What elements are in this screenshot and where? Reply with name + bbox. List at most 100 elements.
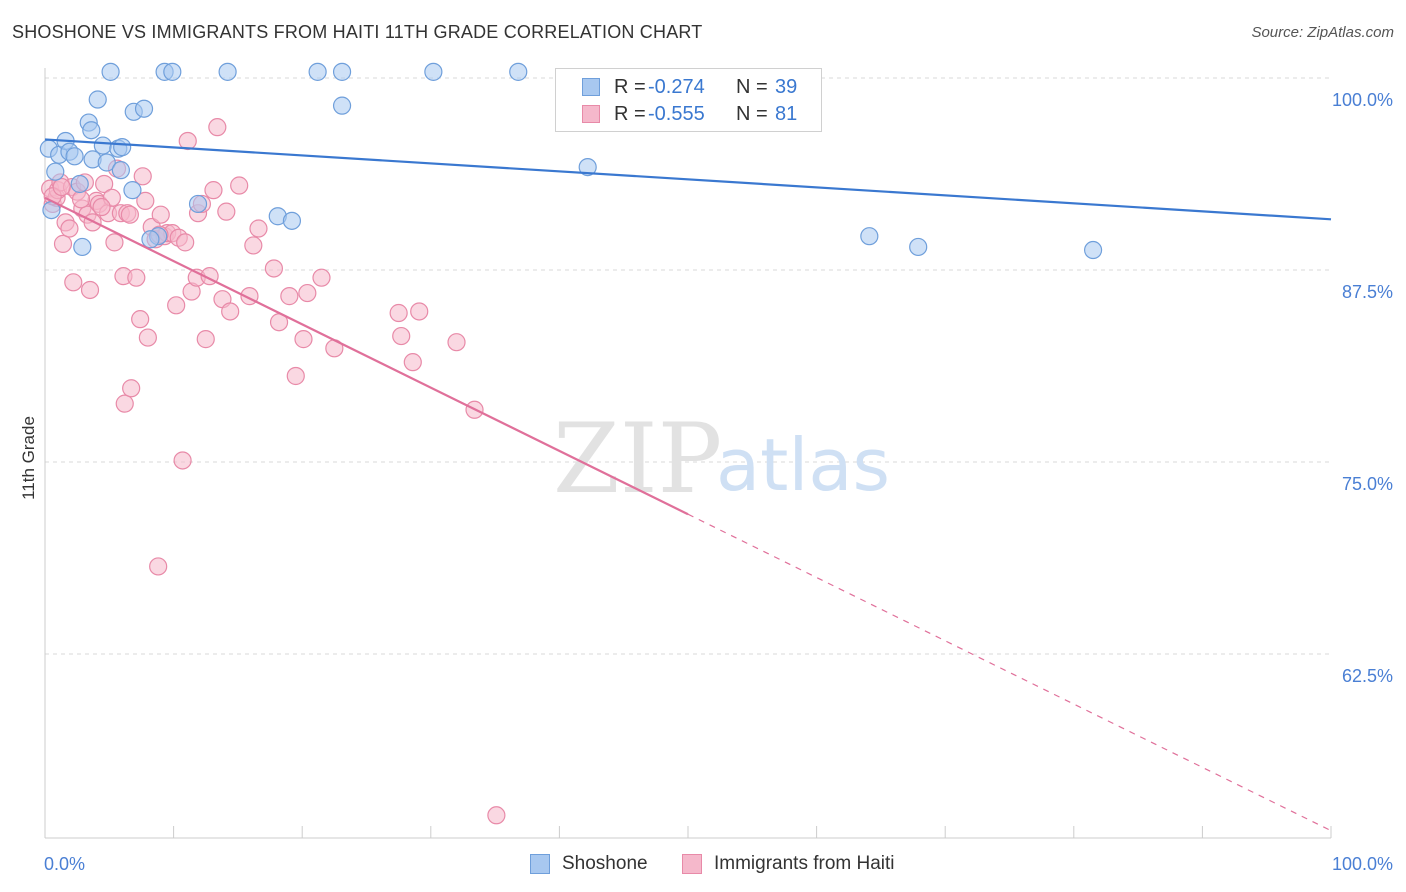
x-tick-label-left: 0.0%: [44, 854, 85, 874]
haiti-point: [71, 190, 91, 209]
shoshone-point: [332, 96, 352, 115]
legend-n-label: N =: [736, 103, 768, 125]
haiti-point: [178, 131, 197, 151]
haiti-point: [221, 302, 240, 321]
haiti-point: [115, 394, 134, 413]
watermark-atlas: atlas: [716, 423, 890, 507]
axis-labels: 100.0% 87.5% 75.0% 62.5% 0.0% 100.0% 11th Grad…: [19, 90, 1393, 874]
shoshone-point: [163, 62, 182, 81]
x-tick-label-right: 100.0%: [1332, 854, 1393, 874]
y-tick-label: 100.0%: [1332, 90, 1393, 110]
y-tick-label: 62.5%: [1342, 666, 1393, 686]
haiti-point: [312, 268, 331, 287]
chart-title: SHOSHONE VS IMMIGRANTS FROM HAITI 11TH G…: [12, 22, 703, 42]
haiti-point: [92, 197, 111, 217]
data-points: [39, 62, 1103, 825]
haiti-point: [204, 181, 223, 200]
legend-r-label: R =: [614, 76, 646, 98]
legend-row-shoshone: R = -0.274 N = 39: [556, 74, 821, 100]
haiti-point: [410, 302, 429, 321]
haiti-point: [95, 174, 114, 194]
gridlines: [45, 77, 1331, 655]
haiti-point: [208, 118, 227, 137]
legend-r-value: -0.274: [648, 76, 705, 98]
haiti-point: [487, 806, 506, 825]
haiti-trend-line: [44, 196, 689, 516]
legend-r-label: R =: [614, 103, 646, 125]
shoshone-point: [282, 211, 302, 230]
trend-lines: [44, 138, 1332, 832]
shoshone-point: [46, 162, 65, 181]
y-tick-label: 87.5%: [1342, 282, 1393, 302]
haiti-point: [64, 273, 83, 292]
shoshone-point: [218, 62, 237, 81]
source-credit: Source: ZipAtlas.com: [1251, 24, 1394, 41]
series-legend-label: Immigrants from Haiti: [714, 853, 895, 874]
stats-legend: R = -0.274 N = 39 R = -0.555 N = 81: [555, 68, 822, 132]
shoshone-point: [578, 157, 597, 177]
haiti-point: [136, 191, 155, 210]
haiti-point: [149, 557, 168, 576]
haiti-point: [122, 379, 141, 398]
haiti-point: [392, 326, 411, 346]
shoshone-point: [141, 230, 160, 249]
haiti-point: [403, 353, 422, 372]
shoshone-point: [70, 174, 89, 194]
haiti-point: [389, 303, 408, 323]
haiti-point: [294, 330, 313, 349]
legend-n-value: 39: [775, 76, 798, 98]
haiti-point: [52, 177, 71, 197]
shoshone-point: [188, 194, 208, 214]
shoshone-point: [134, 99, 154, 118]
shoshone-point: [65, 147, 84, 166]
legend-swatch-pink: [582, 105, 600, 123]
haiti-point: [53, 234, 73, 253]
watermark: ZIP atlas: [553, 403, 890, 515]
shoshone-point: [424, 62, 443, 81]
haiti-point: [60, 219, 79, 238]
haiti-point: [138, 328, 157, 347]
series-legend-label: Shoshone: [562, 853, 648, 874]
shoshone-point: [1083, 240, 1103, 260]
shoshone-point: [93, 136, 112, 155]
series-swatch-blue: [530, 854, 550, 874]
shoshone-point: [113, 138, 132, 157]
y-tick-label: 75.0%: [1342, 474, 1393, 494]
shoshone-point: [332, 62, 352, 81]
shoshone-point: [101, 62, 120, 81]
haiti-point: [80, 280, 100, 300]
shoshone-point: [860, 227, 879, 246]
haiti-point: [173, 451, 192, 470]
legend-n-value: 81: [775, 103, 798, 125]
haiti-trend-line-extension: [687, 513, 1332, 832]
shoshone-point: [73, 237, 92, 257]
series-legend: Shoshone Immigrants from Haiti: [0, 852, 1406, 878]
haiti-point: [217, 202, 236, 221]
shoshone-point: [308, 62, 327, 81]
legend-swatch-blue: [582, 78, 600, 96]
shoshone-trend-line: [44, 138, 1332, 221]
haiti-point: [280, 287, 299, 306]
shoshone-point: [123, 181, 142, 200]
y-axis-title: 11th Grade: [19, 416, 38, 500]
series-swatch-pink: [682, 854, 702, 874]
legend-row-haiti: R = -0.555 N = 81: [556, 101, 821, 127]
haiti-point: [196, 330, 215, 349]
legend-r-value: -0.555: [648, 103, 705, 125]
haiti-point: [286, 366, 305, 386]
haiti-point: [244, 236, 263, 255]
shoshone-point: [88, 90, 107, 109]
haiti-point: [230, 176, 249, 195]
shoshone-point: [509, 62, 528, 81]
haiti-point: [127, 268, 146, 287]
haiti-point: [176, 233, 195, 252]
haiti-point: [447, 333, 466, 352]
haiti-point: [167, 296, 186, 315]
haiti-point: [133, 167, 152, 186]
shoshone-point: [82, 121, 101, 140]
haiti-point: [298, 283, 317, 303]
legend-n-label: N =: [736, 76, 768, 98]
haiti-point: [120, 205, 139, 224]
haiti-point: [151, 205, 170, 224]
